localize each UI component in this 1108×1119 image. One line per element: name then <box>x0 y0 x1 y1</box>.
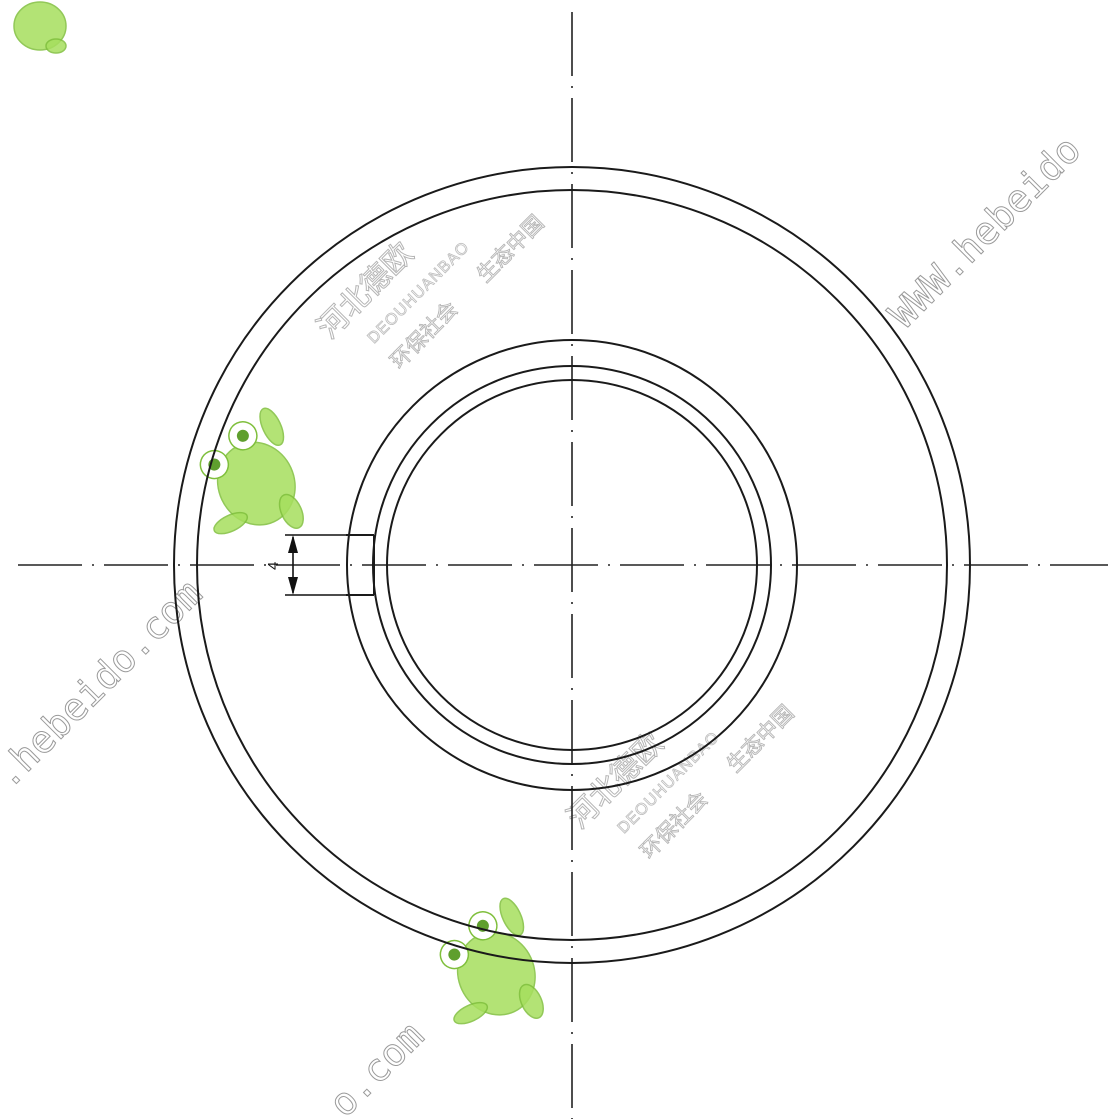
frog-mascot-left <box>199 407 304 535</box>
dimension-label: 4 <box>265 562 282 570</box>
watermark-stamp-upper: 河北德欧 DEOUHUANBAO 环保社会 生态中国 <box>310 210 549 374</box>
flange-inner-circle <box>196 189 948 941</box>
outer-flange-circle <box>173 166 971 964</box>
watermark-url-left: .hebeido.com <box>0 571 210 796</box>
watermark-stamp-lower: 河北德欧 DEOUHUANBAO 环保社会 生态中国 <box>560 700 799 864</box>
frog-mascot-bottom <box>439 897 544 1025</box>
dimension-arrow-top <box>288 535 298 553</box>
watermark-slogan-right: 生态中国 <box>722 701 798 777</box>
drawing-geometry: 4 <box>18 12 1108 1119</box>
slot-width-dimension: 4 <box>265 534 346 596</box>
watermark-url-right: WWW.hebeido <box>880 127 1089 336</box>
frog-mascot-top-left <box>13 1 67 54</box>
watermark-company-cn: 河北德欧 <box>561 726 671 836</box>
dimension-arrow-bottom <box>288 577 298 595</box>
keyway-slot <box>346 534 375 596</box>
watermark-slogan-right: 生态中国 <box>472 211 548 287</box>
watermark-url-bottom: o.com <box>320 1013 432 1119</box>
bore-inner-circle <box>386 379 758 751</box>
hub-outer-circle <box>346 339 798 791</box>
